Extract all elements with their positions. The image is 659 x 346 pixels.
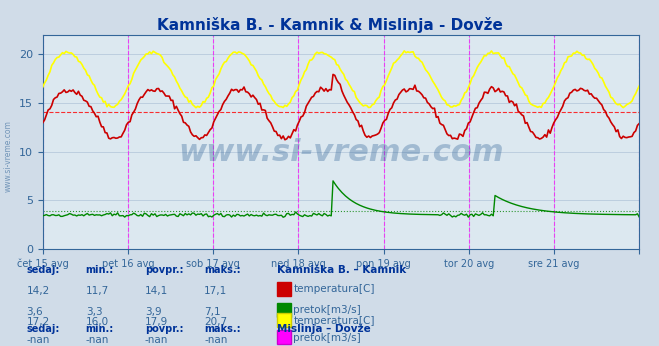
Text: Mislinja – Dovže: Mislinja – Dovže [277,324,370,334]
Text: povpr.:: povpr.: [145,324,183,334]
Text: 3,9: 3,9 [145,307,161,317]
Text: -nan: -nan [204,335,227,345]
Text: 11,7: 11,7 [86,286,109,296]
Text: pretok[m3/s]: pretok[m3/s] [293,333,361,343]
Text: 17,1: 17,1 [204,286,227,296]
Text: 17,2: 17,2 [26,317,49,327]
Text: 20,7: 20,7 [204,317,227,327]
Text: 3,3: 3,3 [86,307,102,317]
Text: -nan: -nan [26,335,49,345]
Text: maks.:: maks.: [204,324,241,334]
Text: 7,1: 7,1 [204,307,221,317]
Text: 14,2: 14,2 [26,286,49,296]
Text: temperatura[C]: temperatura[C] [293,316,375,326]
Text: min.:: min.: [86,265,114,275]
Text: maks.:: maks.: [204,265,241,275]
Text: -nan: -nan [86,335,109,345]
Text: www.si-vreme.com: www.si-vreme.com [3,120,13,192]
Text: povpr.:: povpr.: [145,265,183,275]
Text: 3,6: 3,6 [26,307,43,317]
Text: Kamniška B. – Kamnik: Kamniška B. – Kamnik [277,265,406,275]
Text: sedaj:: sedaj: [26,324,60,334]
Text: www.si-vreme.com: www.si-vreme.com [178,138,504,167]
Text: -nan: -nan [145,335,168,345]
Text: sedaj:: sedaj: [26,265,60,275]
Text: Kamniška B. - Kamnik & Mislinja - Dovže: Kamniška B. - Kamnik & Mislinja - Dovže [157,17,502,33]
Text: pretok[m3/s]: pretok[m3/s] [293,305,361,315]
Text: temperatura[C]: temperatura[C] [293,284,375,294]
Text: min.:: min.: [86,324,114,334]
Text: 16,0: 16,0 [86,317,109,327]
Text: 17,9: 17,9 [145,317,168,327]
Text: 14,1: 14,1 [145,286,168,296]
